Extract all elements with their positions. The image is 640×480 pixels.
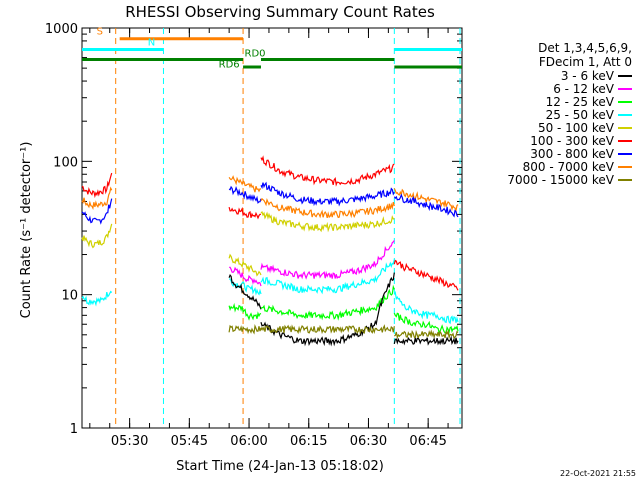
plot-area: 1 10 100 1000 05:30 05:45 06:00 06:15 06:30 06:45…	[45, 22, 463, 449]
x-axis-label: Start Time (24-Jan-13 05:18:02)	[176, 459, 384, 474]
x-tick-label: 06:00	[230, 434, 267, 449]
series-line	[228, 206, 261, 220]
series-line	[260, 272, 395, 347]
series-line	[260, 259, 395, 295]
y-tick-label: 10	[61, 289, 78, 304]
series-line	[260, 181, 395, 207]
series-line	[393, 335, 459, 346]
y-tick-label: 1000	[45, 22, 78, 37]
series-line	[393, 329, 459, 341]
series-line	[81, 198, 113, 225]
legend-entry-label: 300 - 800 keV	[530, 147, 614, 161]
series-line	[81, 290, 113, 307]
legend-entry-label: 6 - 12 keV	[553, 82, 615, 96]
series-line	[228, 323, 262, 335]
legend-header: FDecim 1, Att 0	[539, 55, 632, 69]
series-line	[228, 278, 262, 296]
series-line	[393, 259, 459, 291]
series-line	[228, 185, 262, 204]
legend-entry-label: 3 - 6 keV	[561, 69, 615, 83]
x-tick-label: 06:30	[350, 434, 387, 449]
series-line	[260, 324, 395, 335]
chart-title: RHESSI Observing Summary Count Rates	[125, 3, 435, 21]
x-tick-label: 05:30	[111, 434, 148, 449]
flag-label: RD6	[219, 60, 240, 71]
legend-entry-label: 50 - 100 keV	[538, 121, 615, 135]
plot-frame	[81, 27, 463, 429]
x-tick-label: 06:15	[290, 434, 327, 449]
series-line	[81, 186, 113, 211]
series-line	[393, 193, 459, 218]
legend-entry-label: 7000 - 15000 keV	[507, 173, 614, 187]
series-line	[81, 223, 113, 249]
series-line	[260, 210, 395, 233]
series-line	[228, 253, 262, 277]
series-line	[393, 290, 459, 325]
y-tick-label: 1	[70, 422, 78, 437]
legend-entry-label: 12 - 25 keV	[546, 95, 615, 109]
series-line	[228, 175, 262, 193]
flag-label: S	[97, 26, 103, 37]
series-line	[229, 266, 262, 287]
legend-entry-label: 25 - 50 keV	[546, 108, 615, 122]
legend: Det 1,3,4,5,6,9,FDecim 1, Att 03 - 6 keV…	[507, 41, 632, 187]
series-line	[81, 172, 113, 199]
series-line	[260, 240, 395, 280]
series-line	[260, 197, 395, 219]
flag-label: RD0	[245, 49, 266, 60]
legend-entry-label: 100 - 300 keV	[530, 134, 614, 148]
legend-entry-label: 800 - 7000 keV	[523, 160, 615, 174]
y-axis-label: Count Rate (s⁻¹ detector⁻¹)	[19, 142, 34, 319]
y-tick-label: 100	[53, 155, 78, 170]
series-line	[393, 188, 459, 213]
x-tick-label: 05:45	[171, 434, 208, 449]
legend-header: Det 1,3,4,5,6,9,	[538, 41, 632, 55]
series-line	[260, 284, 395, 321]
svg-text:Count Rate (s⁻¹ detector⁻¹): Count Rate (s⁻¹ detector⁻¹)	[19, 142, 34, 319]
x-tick-label: 06:45	[409, 434, 446, 449]
series-line	[228, 274, 262, 310]
series-line	[393, 312, 459, 335]
series-line	[260, 155, 395, 187]
flag-label: N	[148, 38, 155, 49]
series-line	[228, 302, 262, 321]
footer-timestamp: 22-Oct-2021 21:55	[560, 469, 636, 478]
